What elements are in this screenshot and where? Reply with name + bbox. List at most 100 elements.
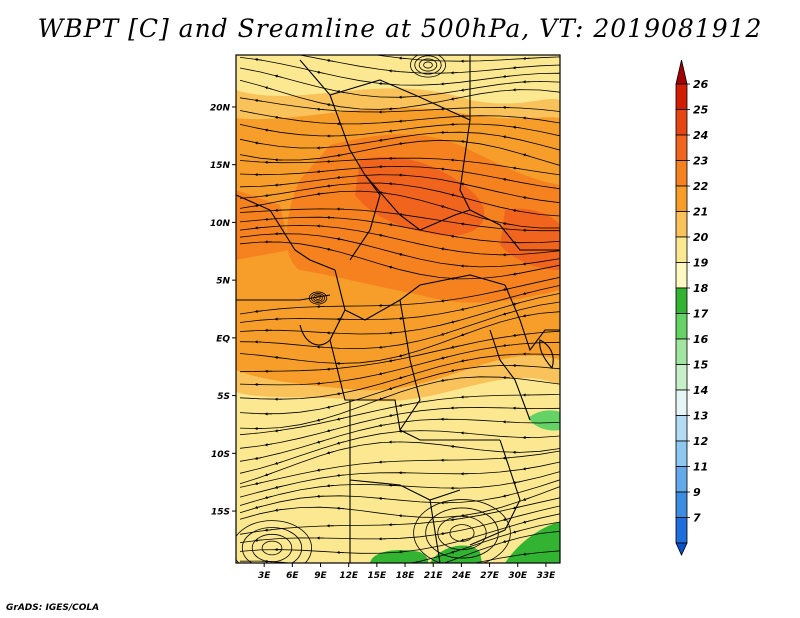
streamline-arrow xyxy=(450,518,459,522)
streamline xyxy=(239,479,560,514)
lat-tick-label: 15S xyxy=(211,508,230,518)
colorbar-swatch xyxy=(675,287,688,314)
streamline-arrow xyxy=(378,138,387,142)
colorbar-swatch xyxy=(675,466,688,493)
streamline-arrow xyxy=(460,359,469,363)
streamline-arrow xyxy=(274,485,283,489)
streamline-arrow xyxy=(390,566,396,567)
colorbar-swatch xyxy=(675,262,688,289)
streamline-arrow xyxy=(316,70,325,75)
streamline xyxy=(239,224,560,256)
streamline xyxy=(239,365,560,415)
streamline-arrow xyxy=(398,253,407,257)
streamline-arrow xyxy=(264,128,273,132)
streamline-arrow xyxy=(378,396,387,401)
lat-tick-label: 5N xyxy=(216,277,230,287)
colorbar-swatch xyxy=(675,211,688,238)
colorbar-label: 20 xyxy=(693,231,709,244)
streamline-arrow xyxy=(502,494,511,498)
streamlines xyxy=(236,50,560,582)
streamline-arrow xyxy=(450,234,459,238)
colorbar-swatch xyxy=(675,338,688,365)
streamline xyxy=(239,165,560,190)
streamline-arrow xyxy=(460,88,469,92)
colorbar-label: 11 xyxy=(693,461,708,474)
vortex-streamline xyxy=(413,499,511,563)
streamline-arrow xyxy=(388,331,397,335)
colorbar-label: 22 xyxy=(693,180,709,193)
streamline xyxy=(239,418,560,462)
streamline-arrow xyxy=(512,302,521,306)
streamline-arrow xyxy=(502,312,511,316)
streamline-arrow xyxy=(254,226,263,230)
streamline-arrow xyxy=(522,153,531,157)
colorbar-label: 15 xyxy=(693,359,709,372)
streamline xyxy=(443,530,560,563)
streamline-arrow xyxy=(440,356,449,360)
streamline-arrow xyxy=(522,116,531,120)
streamline-arrow xyxy=(502,456,511,460)
streamline xyxy=(239,131,560,151)
vortex-streamline xyxy=(261,540,283,556)
streamline-arrow xyxy=(502,518,511,522)
streamline xyxy=(239,123,560,137)
streamline-arrow xyxy=(336,175,345,180)
streamline-arrow xyxy=(316,170,325,174)
streamline-arrow xyxy=(512,506,521,510)
colorbar-swatch xyxy=(675,109,688,136)
vortex-streamline xyxy=(449,524,475,542)
streamline-arrow xyxy=(450,158,459,162)
streamline-arrow xyxy=(254,505,263,509)
lon-tick-label: 21E xyxy=(424,571,444,581)
streamline-arrow xyxy=(378,496,387,501)
streamline-arrow xyxy=(512,125,521,129)
streamline-arrow xyxy=(326,367,335,371)
lat-tick-label: EQ xyxy=(216,334,230,344)
vortex-streamline xyxy=(241,527,303,563)
streamline-arrow xyxy=(440,378,449,382)
streamline-arrow xyxy=(378,372,387,376)
streamline-arrow xyxy=(254,538,263,542)
streamline xyxy=(239,292,560,335)
colorbar-label: 23 xyxy=(693,155,709,168)
streamline-arrow xyxy=(274,183,283,187)
streamline xyxy=(239,301,560,350)
lon-tick-label: 18E xyxy=(396,571,416,581)
streamline-arrow xyxy=(274,74,283,78)
colorbar-swatch xyxy=(675,83,688,110)
streamline-arrow xyxy=(388,413,397,418)
streamline-arrow xyxy=(460,222,469,226)
streamline-arrow xyxy=(398,375,407,380)
streamline-arrow xyxy=(460,307,469,311)
streamline-arrow xyxy=(460,513,469,518)
streamline-arrow xyxy=(254,57,263,62)
streamline-arrow xyxy=(326,451,335,455)
colorbar-label: 14 xyxy=(693,384,708,397)
streamline-arrow xyxy=(450,369,459,373)
colorbar-swatch xyxy=(675,415,688,442)
streamline-arrow xyxy=(502,177,511,182)
streamline-arrow xyxy=(316,381,325,386)
streamline-arrow xyxy=(522,467,531,471)
streamline-arrow xyxy=(336,506,345,510)
country-borders xyxy=(236,55,560,563)
streamline-arrow xyxy=(398,550,407,554)
lon-tick-label: 30E xyxy=(508,571,528,581)
streamline-arrow xyxy=(264,443,273,447)
streamline-arrow xyxy=(326,184,335,188)
streamline-arrow xyxy=(440,167,449,171)
lat-tick-label: 5S xyxy=(217,392,230,402)
streamline-arrow xyxy=(398,56,407,60)
streamline-arrow xyxy=(522,291,531,296)
streamline-arrow xyxy=(336,473,345,478)
streamline xyxy=(239,276,560,315)
streamline xyxy=(239,97,560,113)
longitude-axis: 3E 6E 9E 12E 15E 18E 21E 24E 27E 30E 33E xyxy=(258,563,556,581)
streamline-arrow xyxy=(266,50,272,51)
lon-tick-label: 33E xyxy=(537,571,557,581)
streamline-arrow xyxy=(318,581,324,582)
vortex-streamline xyxy=(423,61,433,69)
colorbar-swatch xyxy=(675,517,688,544)
streamline-arrow xyxy=(512,272,521,276)
streamline-arrow xyxy=(398,212,407,217)
